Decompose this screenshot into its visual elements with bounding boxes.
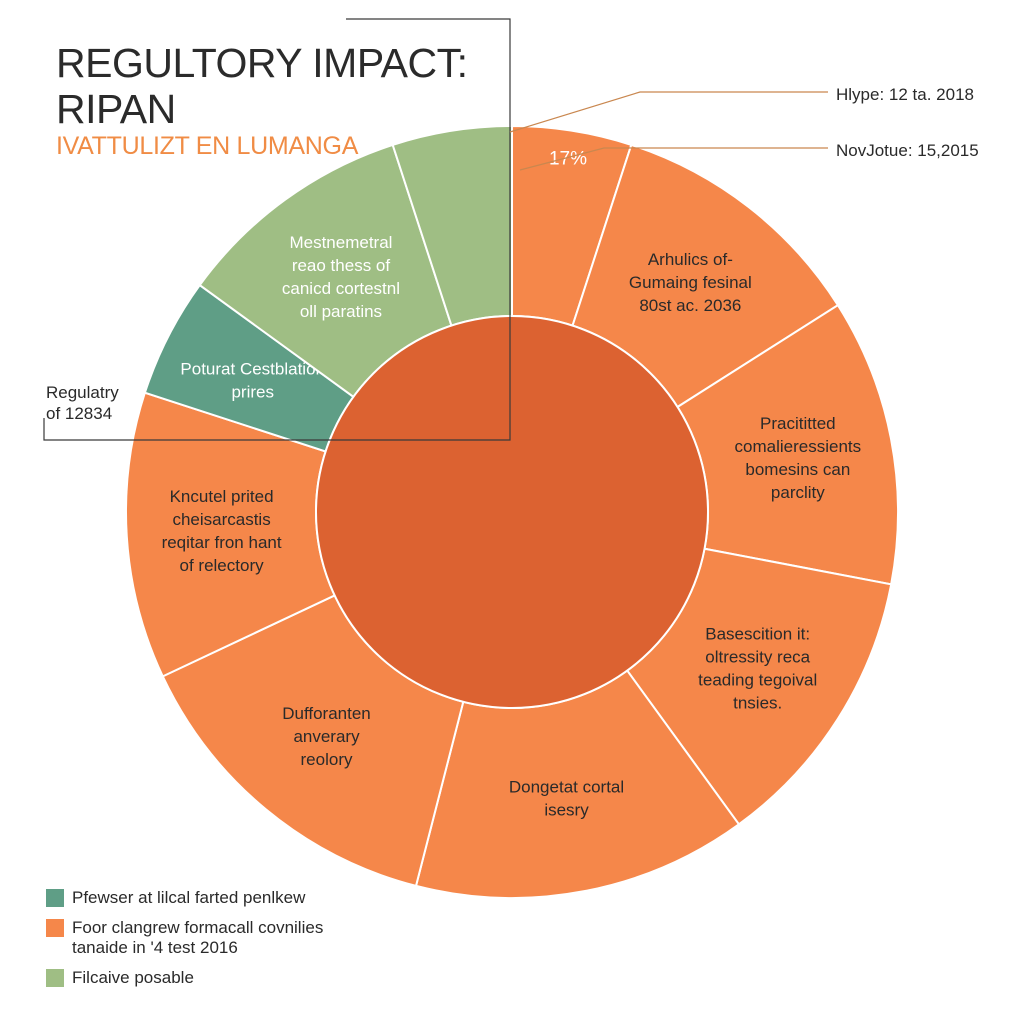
legend-label: Filcaive posable [72, 968, 194, 987]
title-line-2: RIPAN [56, 86, 176, 132]
donut-center [315, 315, 709, 709]
slice-label: Mestnemetral reao thess of canicd cortestn… [282, 233, 400, 321]
callout-leader-line [509, 91, 828, 133]
legend-item: Foor clangrew formacall covnilies tanaid… [46, 918, 372, 958]
callout-leader-line [43, 18, 511, 441]
legend-item: Filcaive posable [46, 968, 372, 988]
chart-title: REGULTORY IMPACT: RIPAN [56, 40, 468, 132]
chart-legend: Pfewser at lilcal farted penlkew Foor cl… [46, 888, 372, 998]
legend-swatch-orange [46, 919, 64, 937]
slice-label: Dongetat cortal isesry [509, 777, 624, 819]
legend-label: Pfewser at lilcal farted penlkew [72, 888, 306, 907]
callout-top-right-1: Hlype: 12 ta. 2018 [836, 85, 974, 104]
slice-label: Pracititted comalieressients bomesins can p… [735, 414, 862, 502]
slice-label: Kncutel prited cheisarcastis reqitar fron … [162, 487, 282, 575]
slice-label: 17% [549, 148, 587, 169]
slice-label: Basescition it: oltressity reca teading te… [698, 624, 817, 712]
slice-label: Poturat Cestblation prires [180, 359, 325, 401]
chart-subtitle: IVATTULIZT EN LUMANGA [56, 132, 359, 160]
legend-item: Pfewser at lilcal farted penlkew [46, 888, 372, 908]
callout-leader-line [519, 147, 828, 171]
legend-swatch-green [46, 969, 64, 987]
callout-top-right-2: NovJotue: 15,2015 [836, 141, 979, 160]
slice-label: Dufforanten anverary reolory [282, 704, 371, 769]
callout-left: Regulatry of 12834 [46, 383, 119, 423]
legend-swatch-teal [46, 889, 64, 907]
legend-label: Foor clangrew formacall covnilies tanaid… [72, 918, 324, 957]
title-line-1: REGULTORY IMPACT: [56, 40, 468, 86]
slice-label: Arhulics of-Gumaing fesinal 80st ac. 2036 [629, 250, 752, 315]
